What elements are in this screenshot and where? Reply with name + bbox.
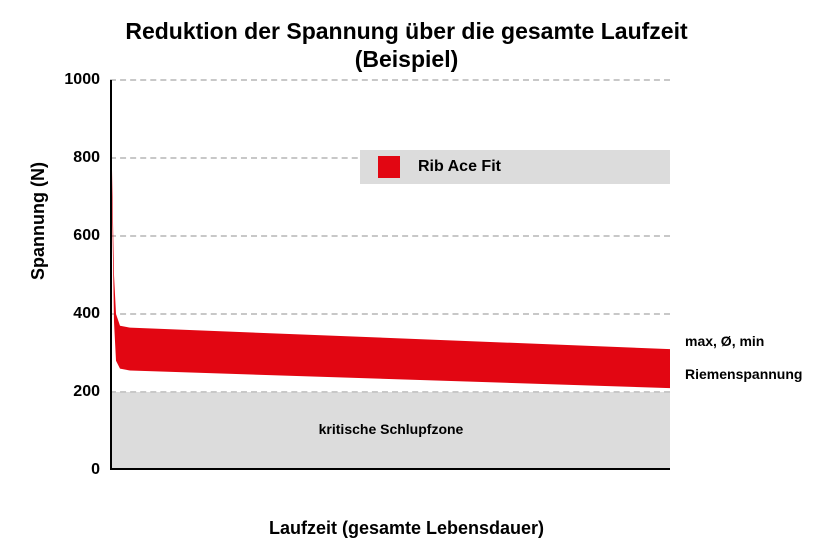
plot-area: kritische Schlupfzone 02004006008001000 … [110,80,670,470]
x-axis-label: Laufzeit (gesamte Lebensdauer) [0,518,813,539]
chart-title-line1: Reduktion der Spannung über die gesamte … [0,18,813,45]
chart-title-line2: (Beispiel) [0,46,813,73]
ytick-label: 1000 [64,71,100,89]
y-axis-line [110,80,112,470]
annotation: max, Ø, min [685,333,764,349]
y-axis-label: Spannung (N) [28,162,49,280]
legend: Rib Ace Fit [360,150,670,184]
ytick-label: 600 [73,227,100,245]
x-axis-line [110,468,670,470]
tension-band [110,80,670,470]
annotation: Riemenspannung [685,366,802,382]
ytick-label: 800 [73,149,100,167]
ytick-label: 400 [73,305,100,323]
ytick-label: 0 [91,461,100,479]
legend-swatch [378,156,400,178]
ytick-label: 200 [73,383,100,401]
legend-label: Rib Ace Fit [418,158,501,176]
